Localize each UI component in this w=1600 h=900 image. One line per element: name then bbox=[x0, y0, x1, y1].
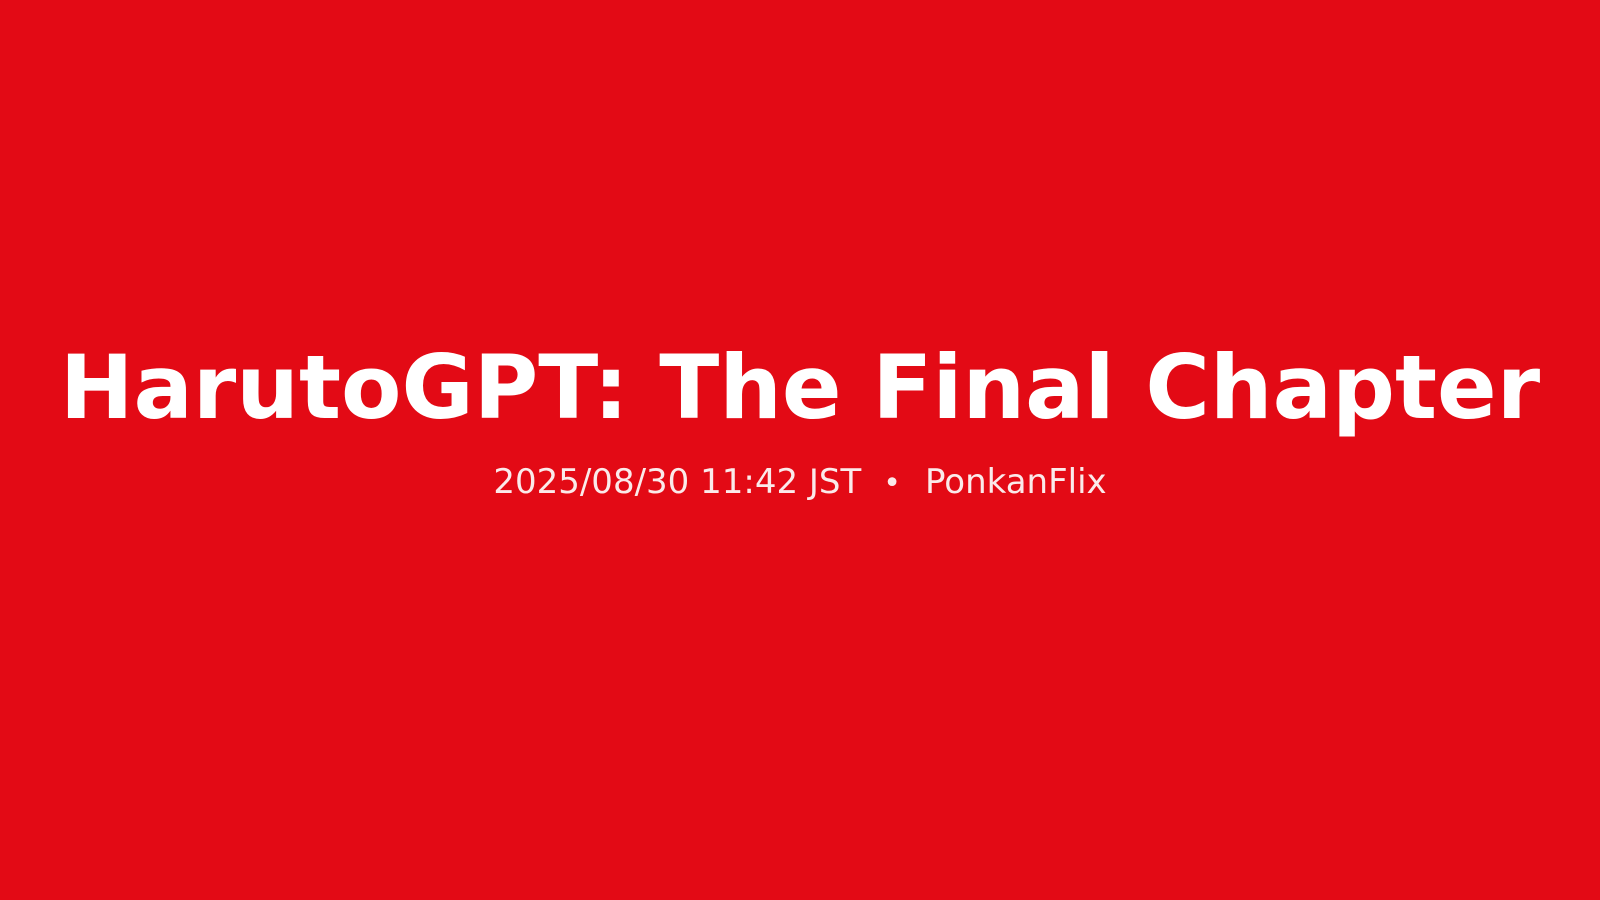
bullet-separator: • bbox=[883, 466, 901, 501]
video-title: HarutoGPT: The Final Chapter bbox=[59, 336, 1541, 439]
video-meta: 2025/08/30 11:42 JST • PonkanFlix bbox=[0, 460, 1600, 506]
publish-timestamp: 2025/08/30 11:42 JST bbox=[493, 462, 862, 502]
channel-name: PonkanFlix bbox=[924, 462, 1107, 502]
